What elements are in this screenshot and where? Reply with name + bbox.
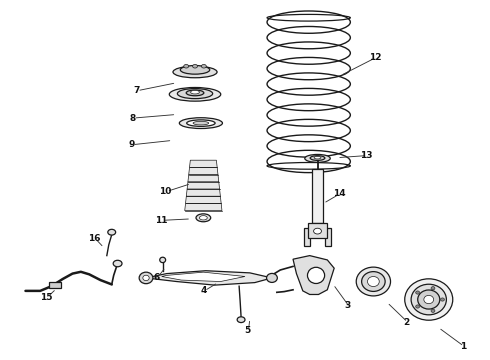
Ellipse shape bbox=[411, 284, 446, 315]
Ellipse shape bbox=[356, 267, 391, 296]
Ellipse shape bbox=[173, 66, 217, 78]
Bar bbox=[312, 169, 323, 223]
Ellipse shape bbox=[113, 260, 122, 267]
Ellipse shape bbox=[267, 274, 277, 282]
Text: 1: 1 bbox=[460, 342, 466, 351]
Text: 14: 14 bbox=[333, 189, 345, 198]
Ellipse shape bbox=[184, 64, 189, 68]
Ellipse shape bbox=[308, 267, 325, 284]
Ellipse shape bbox=[201, 64, 206, 68]
Ellipse shape bbox=[180, 66, 210, 74]
Bar bbox=[308, 223, 327, 238]
Ellipse shape bbox=[187, 120, 215, 126]
Text: 8: 8 bbox=[129, 113, 135, 122]
Ellipse shape bbox=[310, 156, 325, 161]
Ellipse shape bbox=[179, 118, 222, 129]
Ellipse shape bbox=[314, 156, 321, 159]
Ellipse shape bbox=[441, 298, 444, 301]
Polygon shape bbox=[186, 196, 221, 203]
Ellipse shape bbox=[431, 309, 435, 312]
Polygon shape bbox=[187, 182, 220, 189]
Text: 16: 16 bbox=[88, 234, 100, 243]
Polygon shape bbox=[186, 189, 220, 196]
Ellipse shape bbox=[368, 276, 379, 287]
Text: 9: 9 bbox=[128, 140, 135, 149]
Ellipse shape bbox=[431, 287, 435, 290]
Ellipse shape bbox=[143, 275, 149, 281]
Ellipse shape bbox=[424, 295, 434, 303]
Ellipse shape bbox=[160, 257, 166, 263]
Text: 3: 3 bbox=[345, 302, 351, 310]
Text: 7: 7 bbox=[133, 86, 140, 95]
Ellipse shape bbox=[170, 87, 220, 101]
Text: 12: 12 bbox=[368, 53, 381, 62]
Polygon shape bbox=[190, 160, 217, 167]
Bar bbox=[49, 282, 61, 288]
Ellipse shape bbox=[193, 64, 197, 68]
Polygon shape bbox=[146, 271, 272, 285]
Ellipse shape bbox=[416, 305, 419, 308]
Ellipse shape bbox=[237, 317, 245, 323]
Polygon shape bbox=[188, 175, 219, 182]
Ellipse shape bbox=[199, 216, 207, 220]
Text: 5: 5 bbox=[245, 326, 250, 335]
Text: 6: 6 bbox=[154, 273, 160, 282]
Ellipse shape bbox=[417, 290, 440, 309]
Bar bbox=[325, 228, 331, 246]
Text: 4: 4 bbox=[200, 287, 207, 295]
Text: 13: 13 bbox=[360, 151, 373, 160]
Ellipse shape bbox=[186, 90, 204, 96]
Ellipse shape bbox=[405, 279, 453, 320]
Ellipse shape bbox=[362, 271, 385, 292]
Polygon shape bbox=[162, 272, 245, 282]
Ellipse shape bbox=[177, 89, 213, 99]
Polygon shape bbox=[185, 203, 222, 211]
Ellipse shape bbox=[139, 272, 153, 284]
Text: 10: 10 bbox=[159, 187, 172, 196]
Ellipse shape bbox=[416, 291, 419, 294]
Ellipse shape bbox=[108, 229, 116, 235]
Ellipse shape bbox=[193, 121, 209, 125]
Ellipse shape bbox=[314, 228, 321, 234]
Bar bbox=[304, 228, 310, 246]
Text: 15: 15 bbox=[40, 292, 53, 302]
Text: 11: 11 bbox=[155, 216, 168, 225]
Polygon shape bbox=[189, 167, 218, 175]
Ellipse shape bbox=[305, 154, 330, 162]
Text: 2: 2 bbox=[404, 318, 410, 327]
Polygon shape bbox=[293, 256, 334, 294]
Ellipse shape bbox=[196, 214, 211, 222]
Ellipse shape bbox=[191, 90, 199, 94]
